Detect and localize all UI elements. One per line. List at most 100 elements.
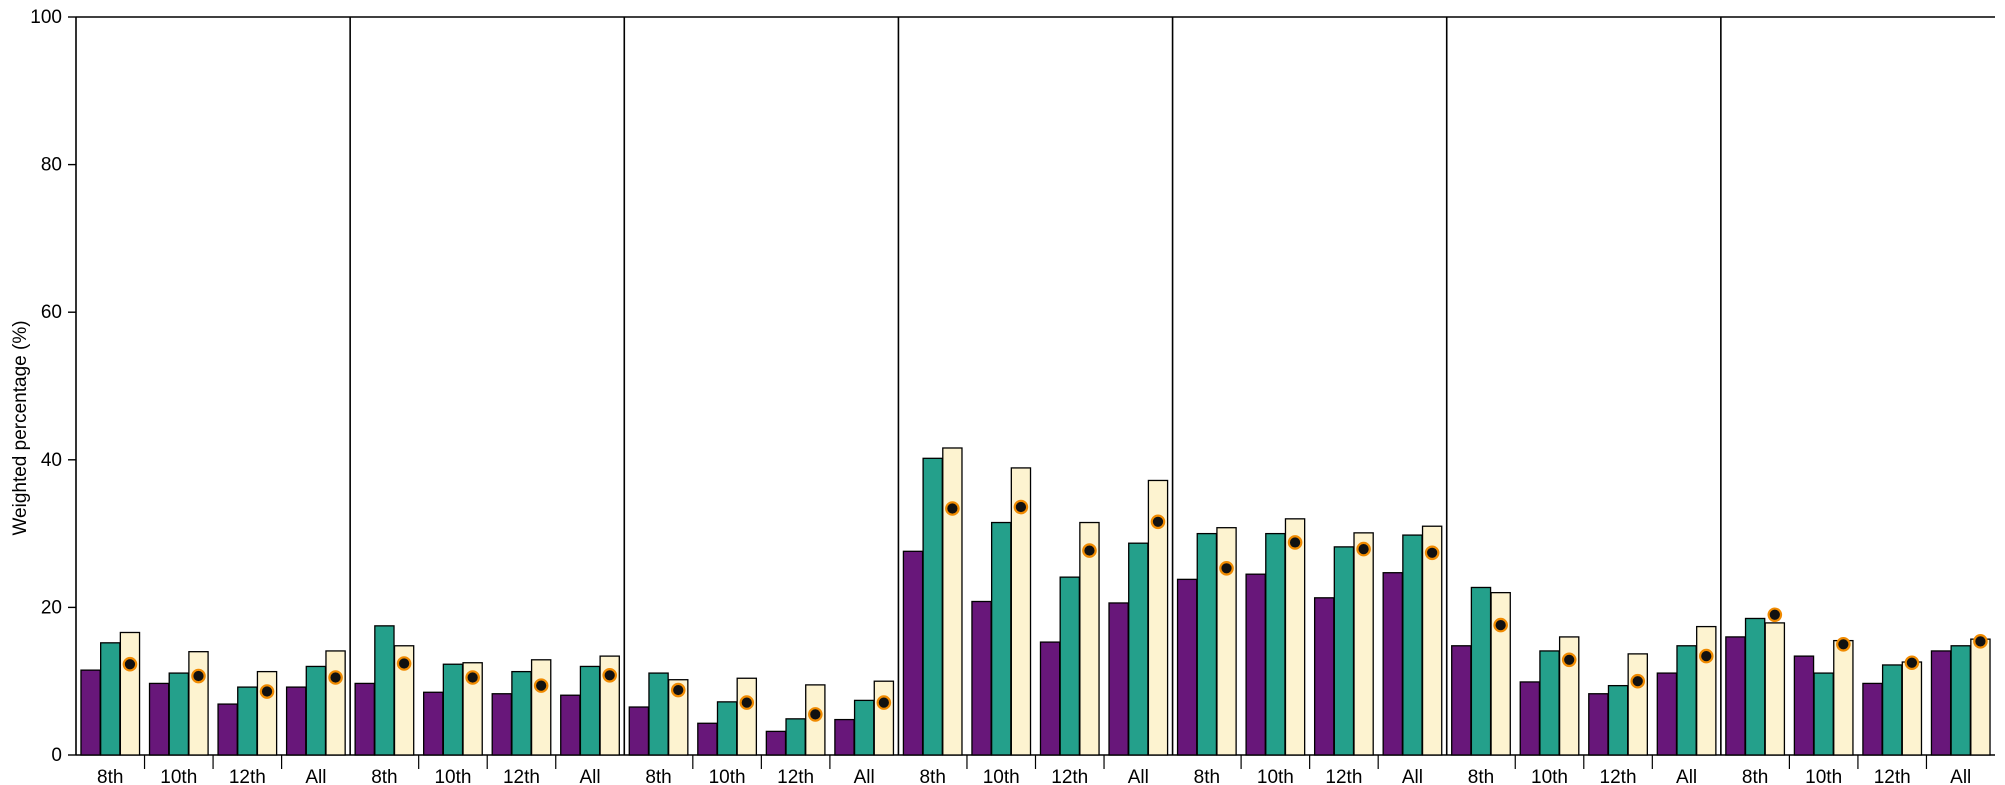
x-tick-label: 10th — [434, 767, 471, 785]
x-tick-label: 10th — [709, 767, 746, 785]
x-tick-label: 8th — [1468, 767, 1494, 785]
x-tick-label: 10th — [1805, 767, 1842, 785]
bar — [1470, 586, 1492, 756]
bar — [1216, 527, 1237, 756]
bar — [374, 625, 395, 756]
point-marker — [533, 678, 549, 693]
bar — [1558, 636, 1580, 756]
bar — [697, 722, 718, 756]
point-marker — [876, 695, 892, 710]
bar — [1676, 645, 1697, 756]
bar — [1353, 532, 1374, 756]
bar — [579, 665, 601, 756]
bar — [1833, 639, 1854, 756]
bar — [1881, 664, 1903, 756]
x-tick-label: 12th — [1874, 767, 1911, 785]
bar — [256, 670, 278, 756]
x-tick-label: 10th — [160, 767, 197, 785]
point-marker — [465, 670, 480, 685]
y-tick-label: 100 — [30, 7, 62, 28]
point-marker — [1767, 607, 1783, 623]
bar — [668, 679, 689, 756]
bar — [599, 655, 620, 756]
point-marker — [808, 707, 823, 722]
bar — [1744, 617, 1766, 756]
bar — [1059, 576, 1081, 756]
bar — [1079, 521, 1100, 756]
bar — [325, 650, 346, 756]
y-tick-label: 80 — [41, 155, 62, 176]
bar — [237, 686, 258, 756]
bar — [188, 651, 209, 756]
point-marker — [396, 656, 412, 671]
bar — [971, 600, 992, 756]
bar — [100, 642, 121, 756]
point-marker — [1356, 541, 1371, 557]
bar — [853, 699, 875, 756]
point-marker — [739, 695, 755, 710]
point-marker — [1630, 673, 1646, 689]
bar — [648, 672, 669, 756]
bar — [354, 682, 375, 756]
bar — [873, 680, 895, 756]
bar — [168, 672, 190, 756]
bar — [785, 718, 806, 756]
bar — [1421, 525, 1443, 756]
point-marker — [1973, 634, 1988, 649]
bar — [1284, 518, 1306, 756]
y-axis: 0 20 40 60 80 100 — [30, 7, 76, 766]
bar — [1147, 479, 1169, 756]
point-marker — [1561, 652, 1577, 668]
bar — [1382, 572, 1404, 756]
bar — [942, 447, 963, 756]
bar — [1333, 546, 1355, 756]
x-tick-label: 10th — [1531, 767, 1568, 785]
bar — [902, 550, 924, 756]
point-marker — [1287, 535, 1303, 550]
y-tick-label: 20 — [41, 597, 62, 618]
x-tick-label: 8th — [1194, 767, 1220, 785]
bar — [1313, 597, 1335, 756]
y-tick-label: 40 — [41, 450, 62, 471]
bar — [1539, 650, 1560, 756]
bar — [148, 682, 170, 756]
bar — [442, 663, 464, 756]
bar — [1950, 645, 1971, 756]
x-tick-label: All — [579, 767, 600, 785]
bar — [834, 718, 855, 756]
x-tick-label: All — [305, 767, 326, 785]
bar — [716, 701, 738, 756]
x-tick-label: 8th — [919, 767, 945, 785]
bar — [990, 521, 1012, 756]
bar — [1128, 542, 1149, 756]
bar — [1245, 573, 1266, 756]
bar — [511, 670, 532, 756]
x-tick-label: 12th — [1325, 767, 1362, 785]
x-tick-label: 12th — [1051, 767, 1088, 785]
x-tick-label: 12th — [1600, 767, 1637, 785]
bar — [80, 669, 101, 756]
x-tick-label: All — [854, 767, 875, 785]
bar — [423, 691, 444, 756]
bar — [285, 686, 307, 756]
bar — [560, 694, 581, 756]
point-marker — [1082, 543, 1097, 558]
bar — [1196, 532, 1218, 756]
bar — [1862, 682, 1883, 756]
bar — [119, 631, 141, 756]
x-tick-label: 12th — [229, 767, 266, 785]
bar — [1039, 641, 1061, 756]
point-marker — [191, 668, 206, 684]
bar — [1451, 645, 1472, 756]
x-tick-label: All — [1950, 767, 1971, 785]
bar — [1176, 578, 1198, 756]
point-marker — [1698, 648, 1714, 664]
bar — [1265, 532, 1286, 756]
x-tick-label: All — [1402, 767, 1423, 785]
point-marker — [1424, 545, 1440, 561]
x-tick-label: 12th — [503, 767, 540, 785]
bar — [491, 693, 513, 756]
bar — [765, 730, 787, 756]
bar — [1656, 672, 1678, 756]
point-marker — [1836, 636, 1851, 652]
